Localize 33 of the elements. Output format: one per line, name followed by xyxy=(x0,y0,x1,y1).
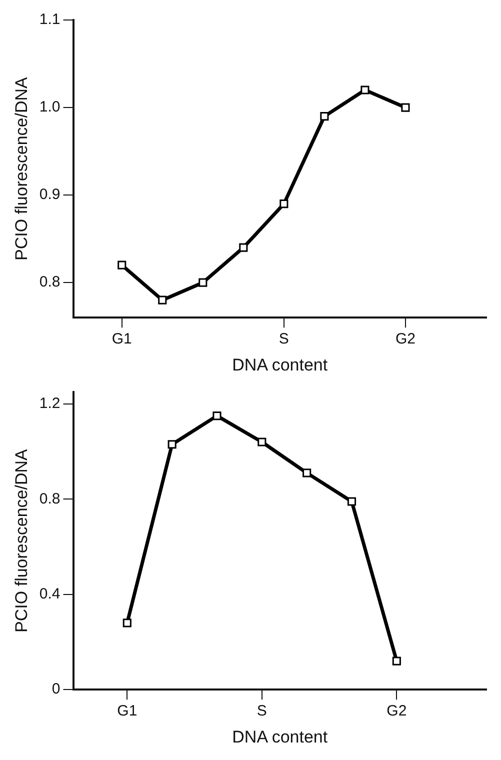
x-tick-label: S xyxy=(278,330,289,348)
point xyxy=(258,438,266,446)
x-tick-label: S xyxy=(256,702,267,720)
point xyxy=(302,468,312,478)
y-axis-title: PCIO fluorescence/DNA xyxy=(12,448,31,632)
y-tick-label: 0 xyxy=(52,680,60,698)
x-tick-label: G1 xyxy=(112,330,132,348)
y-tick-label: 0.8 xyxy=(39,490,60,508)
point xyxy=(158,296,167,304)
y-axis-title: PCIO fluorescence/DNA xyxy=(12,76,31,260)
y-tick-label: 0.8 xyxy=(39,274,60,291)
point xyxy=(122,618,132,628)
y-tick-label: 0.9 xyxy=(39,186,60,204)
x-tick-label: G2 xyxy=(386,702,407,720)
y-tick-label: 1.2 xyxy=(39,395,60,412)
x-tick-label: G2 xyxy=(395,330,416,348)
y-tick-label: 1.1 xyxy=(39,11,60,28)
point xyxy=(212,412,222,420)
point xyxy=(280,200,288,208)
point xyxy=(198,278,208,287)
y-tick-label: 1.0 xyxy=(39,98,60,116)
point xyxy=(320,112,329,121)
x-tick-label: G1 xyxy=(117,702,138,720)
point xyxy=(401,103,410,112)
x-axis-title: DNA content xyxy=(232,727,328,746)
point xyxy=(239,243,248,252)
point xyxy=(392,656,401,666)
point xyxy=(360,86,370,94)
x-axis-title: DNA content xyxy=(232,355,328,374)
point xyxy=(118,260,126,270)
point xyxy=(168,440,176,449)
point xyxy=(347,497,356,506)
y-tick-label: 0.4 xyxy=(39,586,60,603)
